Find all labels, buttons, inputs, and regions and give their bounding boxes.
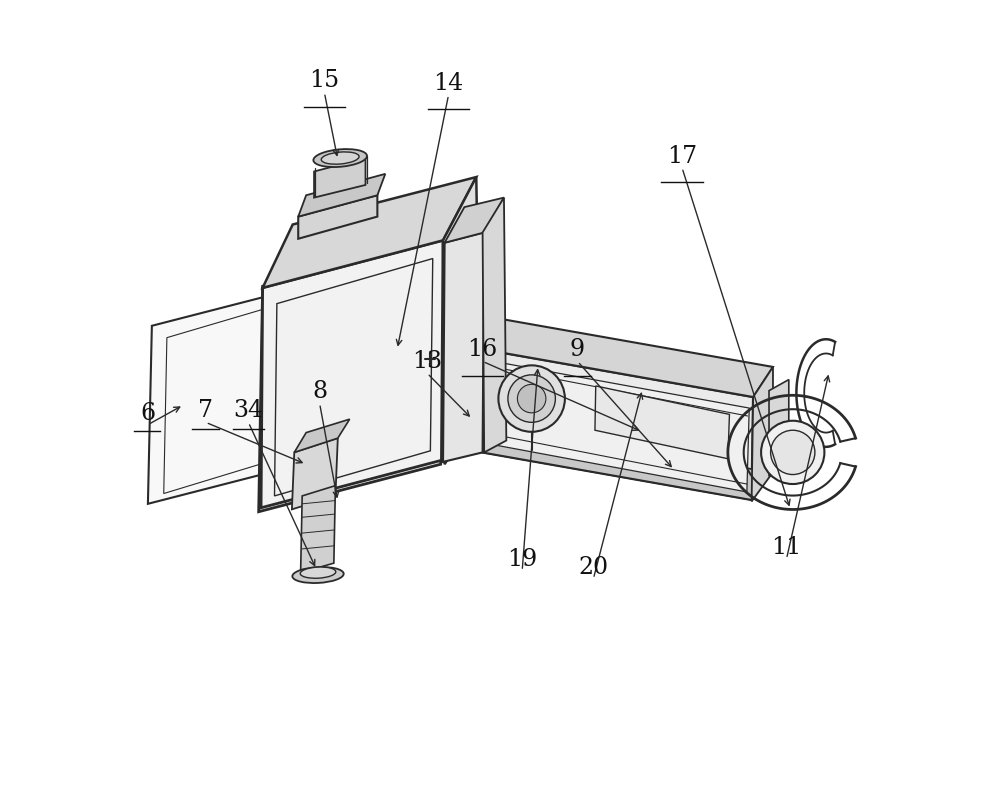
Circle shape bbox=[517, 384, 546, 413]
Polygon shape bbox=[298, 174, 385, 217]
Text: 8: 8 bbox=[312, 380, 327, 403]
Circle shape bbox=[498, 365, 565, 432]
Text: 13: 13 bbox=[412, 350, 442, 373]
Ellipse shape bbox=[292, 567, 344, 583]
Text: 7: 7 bbox=[198, 399, 213, 422]
Circle shape bbox=[508, 375, 555, 422]
Text: 11: 11 bbox=[771, 536, 802, 559]
Polygon shape bbox=[148, 290, 290, 504]
Polygon shape bbox=[483, 198, 506, 453]
Polygon shape bbox=[492, 361, 749, 492]
Polygon shape bbox=[483, 424, 769, 500]
Polygon shape bbox=[595, 386, 729, 459]
Polygon shape bbox=[445, 198, 504, 243]
Polygon shape bbox=[301, 486, 335, 572]
Polygon shape bbox=[443, 177, 480, 464]
Polygon shape bbox=[314, 158, 365, 198]
Ellipse shape bbox=[321, 152, 359, 164]
Polygon shape bbox=[752, 367, 773, 502]
Polygon shape bbox=[298, 195, 377, 239]
Polygon shape bbox=[484, 319, 773, 397]
Text: 15: 15 bbox=[309, 69, 339, 92]
Polygon shape bbox=[483, 349, 753, 500]
Polygon shape bbox=[443, 233, 484, 462]
Polygon shape bbox=[259, 239, 445, 511]
Text: 14: 14 bbox=[433, 71, 464, 94]
Ellipse shape bbox=[300, 567, 336, 578]
Text: 19: 19 bbox=[507, 548, 537, 571]
Text: 9: 9 bbox=[570, 338, 585, 361]
Polygon shape bbox=[263, 177, 476, 287]
Polygon shape bbox=[292, 438, 338, 510]
Text: 34: 34 bbox=[233, 399, 263, 422]
Text: 6: 6 bbox=[140, 402, 155, 425]
Circle shape bbox=[771, 430, 815, 475]
Polygon shape bbox=[769, 380, 789, 476]
Polygon shape bbox=[294, 419, 350, 453]
Text: 17: 17 bbox=[667, 145, 697, 168]
Polygon shape bbox=[261, 241, 443, 508]
Text: 20: 20 bbox=[578, 556, 608, 579]
Circle shape bbox=[761, 421, 824, 484]
Text: 16: 16 bbox=[467, 338, 498, 361]
Ellipse shape bbox=[313, 149, 367, 167]
